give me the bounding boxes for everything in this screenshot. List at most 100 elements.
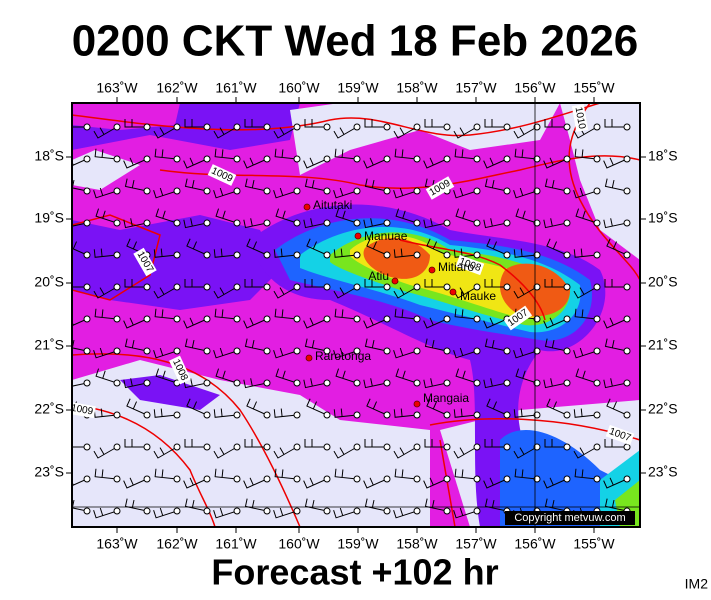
isobar-label-bg bbox=[169, 355, 191, 385]
wind-barb bbox=[424, 498, 448, 512]
station-circle bbox=[593, 315, 601, 323]
station-circle bbox=[233, 315, 241, 323]
wind-barb bbox=[546, 398, 568, 416]
wind-barb bbox=[604, 279, 627, 288]
station-circle bbox=[623, 283, 631, 291]
wind-barb bbox=[184, 338, 208, 352]
longitude-label: 156˚W bbox=[514, 80, 556, 96]
wind-barb bbox=[424, 119, 447, 128]
station-circle bbox=[323, 379, 331, 387]
wind-barb bbox=[184, 498, 208, 512]
station-circle bbox=[353, 283, 361, 291]
station-circle bbox=[233, 123, 241, 131]
wind-barb bbox=[184, 178, 208, 192]
isobar-label-bg bbox=[207, 164, 237, 186]
station-circle bbox=[503, 187, 511, 195]
station-circle bbox=[233, 379, 241, 387]
wind-barb bbox=[273, 248, 298, 258]
isobar-label: 1010 bbox=[573, 106, 588, 130]
wind-barb bbox=[274, 148, 298, 160]
wind-barb bbox=[513, 446, 538, 459]
station-circle bbox=[413, 507, 421, 515]
wind-barb bbox=[334, 468, 358, 480]
station-circle bbox=[113, 283, 121, 291]
station-circle bbox=[503, 123, 511, 131]
wind-barb bbox=[543, 317, 568, 329]
wind-barb bbox=[273, 286, 298, 299]
wind-barb bbox=[273, 347, 298, 359]
wind-barb bbox=[486, 238, 508, 256]
wind-barb bbox=[153, 446, 178, 459]
station-circle bbox=[593, 219, 601, 227]
wind-barb bbox=[453, 507, 478, 519]
wind-barb bbox=[603, 378, 628, 389]
wind-barb bbox=[213, 126, 238, 139]
station-circle bbox=[113, 443, 121, 451]
station-circle bbox=[233, 283, 241, 291]
wind-barb bbox=[603, 218, 628, 229]
station-circle bbox=[623, 443, 631, 451]
wind-barb bbox=[93, 507, 118, 519]
wind-barb bbox=[393, 126, 418, 139]
latitude-label: 21˚S bbox=[34, 337, 64, 353]
longitude-label: 162˚W bbox=[156, 80, 198, 96]
wind-barb bbox=[423, 218, 448, 229]
wind-barb bbox=[604, 338, 628, 352]
station-circle bbox=[413, 219, 421, 227]
latitude-label: 22˚S bbox=[34, 401, 64, 417]
wind-barb bbox=[393, 286, 418, 299]
wind-barb bbox=[303, 378, 328, 389]
latitude-label: 19˚S bbox=[34, 210, 64, 226]
wind-barb bbox=[363, 218, 388, 229]
station-circle bbox=[383, 315, 391, 323]
wind-barb bbox=[394, 468, 418, 480]
wind-barb bbox=[153, 347, 178, 359]
station-circle bbox=[83, 507, 91, 515]
place-marker bbox=[428, 266, 436, 274]
wind-barb bbox=[543, 218, 568, 229]
wind-barb bbox=[484, 498, 508, 512]
isobar-label-group: 1009 bbox=[72, 401, 96, 419]
wind-barb bbox=[394, 148, 418, 160]
station-circle bbox=[113, 155, 121, 163]
station-circle bbox=[83, 379, 91, 387]
wind-barb bbox=[124, 439, 147, 448]
wind-barb bbox=[573, 286, 598, 299]
station-circle bbox=[203, 347, 211, 355]
wind-barb bbox=[124, 119, 147, 128]
station-circle bbox=[143, 187, 151, 195]
wind-barb bbox=[304, 178, 328, 192]
station-circle bbox=[323, 187, 331, 195]
station-circle bbox=[503, 475, 511, 483]
wind-barb bbox=[244, 119, 267, 128]
station-circle bbox=[293, 315, 301, 323]
station-circle bbox=[143, 123, 151, 131]
station-circle bbox=[383, 507, 391, 515]
station-circle bbox=[233, 507, 241, 515]
station-circle bbox=[113, 187, 121, 195]
wind-barb bbox=[153, 187, 178, 199]
station-circle bbox=[563, 283, 571, 291]
station-circle bbox=[263, 251, 271, 259]
wind-barb bbox=[455, 368, 478, 384]
station-circle bbox=[443, 507, 451, 515]
station-circle bbox=[563, 443, 571, 451]
station-circle bbox=[353, 379, 361, 387]
station-circle bbox=[533, 123, 541, 131]
wind-barb bbox=[153, 408, 178, 418]
station-circle bbox=[383, 123, 391, 131]
station-circle bbox=[233, 347, 241, 355]
station-circle bbox=[263, 187, 271, 195]
station-circle bbox=[443, 251, 451, 259]
station-circle bbox=[263, 283, 271, 291]
wind-barb bbox=[93, 248, 118, 258]
wind-barb bbox=[303, 157, 328, 169]
wind-barb bbox=[186, 398, 208, 416]
wind-barb bbox=[483, 157, 508, 169]
wind-barb bbox=[123, 317, 148, 329]
wind-barb bbox=[333, 286, 358, 299]
station-circle bbox=[563, 251, 571, 259]
wind-barb bbox=[153, 507, 178, 519]
